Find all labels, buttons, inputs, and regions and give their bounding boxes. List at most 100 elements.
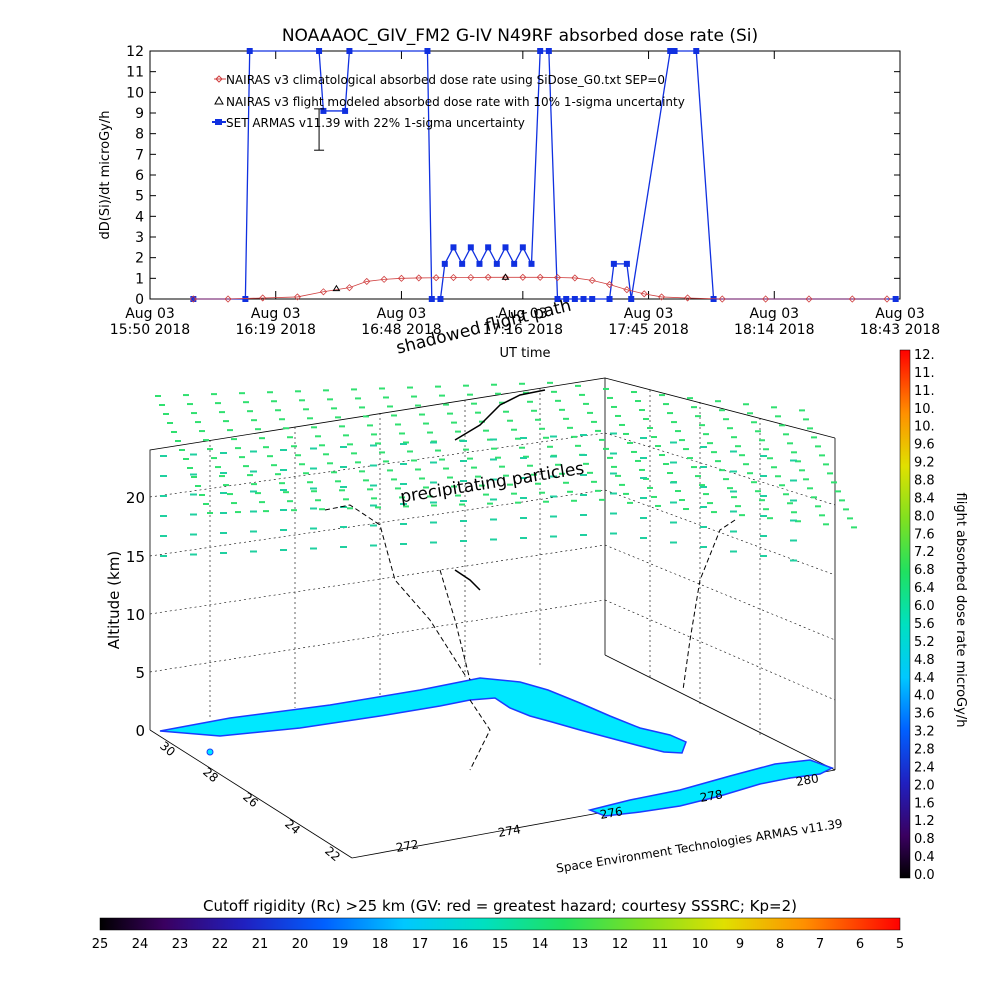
latitude-tick-label: 26 bbox=[240, 790, 261, 811]
dose-dash bbox=[287, 436, 293, 439]
dose-dash bbox=[727, 487, 733, 490]
y-tick-label: 3 bbox=[135, 230, 144, 246]
dose-dash bbox=[220, 452, 227, 454]
x-tick-label: Aug 03 bbox=[125, 306, 175, 322]
armas-point bbox=[589, 296, 596, 302]
nairas-clim-point bbox=[467, 273, 475, 282]
y-tick-label: 7 bbox=[135, 147, 144, 163]
dose-dash bbox=[280, 469, 287, 471]
x-tick-label: Aug 03 bbox=[251, 306, 301, 322]
dose-dash bbox=[187, 467, 193, 469]
dose-dash bbox=[267, 455, 273, 458]
dose-dash bbox=[843, 508, 849, 511]
dose-dash bbox=[700, 526, 707, 528]
dose-dash bbox=[160, 475, 167, 477]
dose-dash bbox=[790, 499, 797, 502]
dose-dash bbox=[251, 483, 257, 486]
dose-dash bbox=[351, 388, 357, 391]
dose-dash bbox=[399, 496, 405, 499]
dose-dash bbox=[370, 444, 377, 447]
dose-dash bbox=[663, 463, 669, 466]
dose-dash bbox=[715, 400, 721, 403]
dose-dash bbox=[175, 440, 181, 442]
nairas-clim-point bbox=[805, 295, 813, 303]
dose-colorbar-tick: 0.0 bbox=[914, 868, 935, 883]
dose-dash bbox=[263, 510, 269, 513]
dose-dash bbox=[819, 514, 825, 517]
y-tick-label: 9 bbox=[135, 106, 144, 122]
armas-point bbox=[342, 107, 349, 114]
dose-dash bbox=[427, 495, 433, 498]
longitude-tick-label: 280 bbox=[795, 771, 820, 789]
dose-dash bbox=[340, 526, 347, 528]
dose-dash bbox=[171, 431, 177, 433]
dose-dash bbox=[719, 409, 725, 412]
dose-dash bbox=[400, 463, 407, 465]
dose-dash bbox=[419, 413, 425, 416]
dose-dash bbox=[279, 482, 285, 485]
dose-dash bbox=[811, 496, 817, 499]
dose-dash bbox=[280, 489, 287, 491]
armas-point bbox=[563, 296, 570, 302]
dose-dash bbox=[695, 475, 701, 478]
dose-dash bbox=[499, 401, 505, 404]
dose-colorbar-tick: 6.4 bbox=[914, 581, 935, 596]
dose-dash bbox=[451, 421, 457, 424]
nairas-clim-point bbox=[432, 274, 440, 282]
dose-colorbar-tick: 9.6 bbox=[914, 438, 935, 453]
dose-dash bbox=[730, 490, 737, 493]
dose-dash bbox=[507, 419, 513, 422]
dose-dash bbox=[640, 497, 647, 499]
dose-dash bbox=[331, 407, 337, 410]
nairas-clim-point bbox=[848, 295, 856, 303]
dose-colorbar-ticks: 12. 11. 11. 10. 10. 9.6 9.2 8.8 8.4 8.0 7.6 7.2 6.8 6… bbox=[914, 348, 935, 883]
dose-dash bbox=[735, 445, 741, 448]
altitude-tick-label: 20 bbox=[126, 489, 145, 507]
dose-dash bbox=[375, 442, 381, 445]
series-nairas-clim-line bbox=[193, 276, 887, 300]
dose-colorbar-tick: 8.8 bbox=[914, 474, 935, 489]
rigidity-colorbar: Cutoff rigidity (Rc) >25 km (GV: red = g… bbox=[92, 897, 904, 952]
dose-colorbar-tick: 2.8 bbox=[914, 742, 935, 757]
dose-dash bbox=[243, 401, 249, 404]
dose-dash bbox=[631, 450, 637, 453]
dose-dash bbox=[190, 513, 197, 516]
armas-point bbox=[511, 260, 518, 267]
dose-dash bbox=[623, 492, 629, 495]
dose-dash bbox=[619, 423, 625, 426]
dose-dash bbox=[610, 472, 617, 475]
dose-dash bbox=[183, 458, 189, 460]
dose-colorbar-tick: 2.0 bbox=[914, 778, 935, 793]
dose-dash bbox=[359, 470, 365, 473]
dose-dash bbox=[280, 509, 287, 511]
dose-colorbar-label: flight absorbed dose rate microGy/h bbox=[953, 493, 968, 728]
dose-dash bbox=[640, 437, 647, 439]
dose-dash bbox=[255, 492, 261, 495]
dose-dash bbox=[655, 504, 661, 507]
dose-dash bbox=[760, 495, 767, 497]
nairas-clim-point bbox=[640, 290, 648, 298]
dose-dash bbox=[383, 396, 389, 399]
dose-dash bbox=[640, 477, 647, 479]
dose-dash bbox=[667, 412, 673, 415]
dose-dash bbox=[430, 501, 437, 504]
armas-point bbox=[320, 107, 327, 114]
armas-point bbox=[242, 296, 249, 302]
dose-dash bbox=[339, 489, 345, 492]
dose-dash bbox=[460, 460, 467, 462]
back-wall-left bbox=[149, 377, 836, 771]
dose-dash bbox=[520, 537, 527, 539]
dose-dash bbox=[559, 408, 565, 411]
dose-dash bbox=[250, 450, 257, 453]
nairas-clim-point bbox=[718, 295, 726, 303]
dose-dash bbox=[423, 486, 429, 489]
dose-dash bbox=[220, 552, 227, 554]
dose-dash bbox=[803, 418, 809, 421]
armas-point bbox=[892, 296, 899, 302]
rigidity-colorbar-tick: 7 bbox=[816, 937, 824, 952]
dose-dash bbox=[580, 534, 587, 536]
dose-dash bbox=[403, 505, 409, 508]
florida-land bbox=[159, 677, 687, 754]
nairas-clim-point bbox=[345, 284, 353, 292]
